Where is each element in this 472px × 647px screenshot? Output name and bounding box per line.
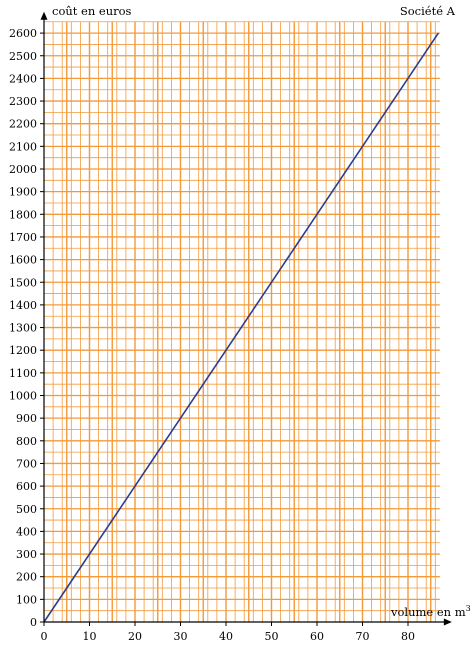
y-tick-label-1800: 1800 [9,208,37,221]
y-tick-label-900: 900 [16,412,37,425]
y-tick-label-2600: 2600 [9,27,37,40]
y-tick-label-1700: 1700 [9,231,37,244]
x-tick-label-20: 20 [128,630,142,643]
chart-title: Société A [400,4,456,18]
y-tick-label-1200: 1200 [9,344,37,357]
y-tick-label-1100: 1100 [9,367,37,380]
y-tick-label-400: 400 [16,525,37,538]
x-tick-label-40: 40 [219,630,233,643]
x-axis-label-superscript: 3 [466,604,471,613]
tick-labels: 0 10 20 30 40 50 60 70 8001002003004005006007008… [9,27,415,643]
series-line-0 [43,32,440,623]
x-tick-label-50: 50 [265,630,279,643]
x-axis-label: volume en m3 [390,604,471,619]
y-tick-label-2300: 2300 [9,95,37,108]
y-axis-arrow [40,11,48,20]
series-layer [43,32,440,623]
y-tick-label-800: 800 [16,435,37,448]
x-tick-label-30: 30 [174,630,188,643]
y-tick-label-2500: 2500 [9,50,37,63]
y-tick-label-1000: 1000 [9,390,37,403]
x-tick-label-0: 0 [41,630,48,643]
x-axis-label-text: volume en m [390,605,466,619]
y-tick-label-1300: 1300 [9,322,37,335]
x-tick-label-80: 80 [401,630,415,643]
y-tick-label-2200: 2200 [9,118,37,131]
axes [40,11,452,626]
x-axis-arrow [443,618,452,626]
y-tick-label-2000: 2000 [9,163,37,176]
y-tick-label-500: 500 [16,503,37,516]
y-tick-label-600: 600 [16,480,37,493]
grid-minor [44,21,440,622]
y-tick-label-2100: 2100 [9,140,37,153]
y-tick-label-1500: 1500 [9,276,37,289]
y-tick-label-200: 200 [16,571,37,584]
y-tick-label-1400: 1400 [9,299,37,312]
x-tick-label-70: 70 [356,630,370,643]
y-tick-label-0: 0 [30,616,37,629]
y-tick-label-300: 300 [16,548,37,561]
y-tick-label-2400: 2400 [9,72,37,85]
y-tick-label-1900: 1900 [9,186,37,199]
y-tick-label-100: 100 [16,593,37,606]
x-tick-label-10: 10 [83,630,97,643]
grid-major [44,21,440,622]
y-tick-label-1600: 1600 [9,254,37,267]
y-axis-label: coût en euros [52,4,132,18]
ticks [40,32,409,626]
x-tick-label-60: 60 [310,630,324,643]
y-tick-label-700: 700 [16,457,37,470]
